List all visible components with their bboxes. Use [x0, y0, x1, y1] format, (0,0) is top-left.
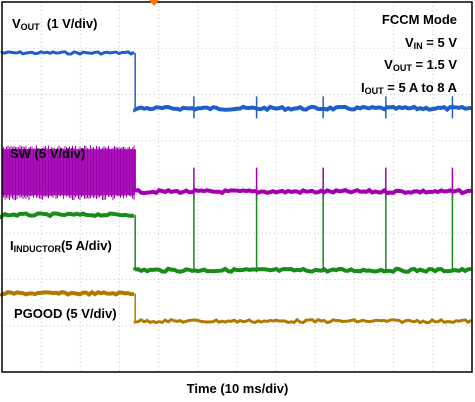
condition-vout: VOUT = 1.5 V [384, 57, 457, 73]
grid [2, 2, 472, 372]
channel-label-pgood: PGOOD (5 V/div) [14, 306, 117, 321]
channel-label-vout: VOUT (1 V/div) [12, 16, 98, 32]
trace-1 [0, 50, 472, 119]
trace-before-step [0, 50, 135, 56]
trace-before-step [0, 289, 135, 298]
x-axis-label: Time (10 ms/div) [186, 381, 289, 396]
trace-after-step [133, 187, 472, 196]
trace-4 [0, 289, 472, 325]
condition-iout: IOUT = 5 A to 8 A [361, 80, 457, 96]
channel-label-sw: SW (5 V/div) [10, 146, 86, 161]
trace-after-step [133, 317, 472, 325]
trace-after-step [133, 266, 472, 274]
channel-label-iinductor: IINDUCTOR(5 A/div) [10, 238, 112, 254]
plot-frame [1, 1, 473, 373]
mode-title: FCCM Mode [381, 12, 457, 27]
traces [0, 50, 472, 325]
trigger-marker-icon [149, 0, 159, 6]
trace-2 [1, 145, 472, 201]
trace-before-step [0, 211, 135, 220]
trace-3 [0, 195, 472, 274]
condition-vin: VIN = 5 V [404, 35, 457, 51]
trace-after-step [133, 104, 472, 113]
